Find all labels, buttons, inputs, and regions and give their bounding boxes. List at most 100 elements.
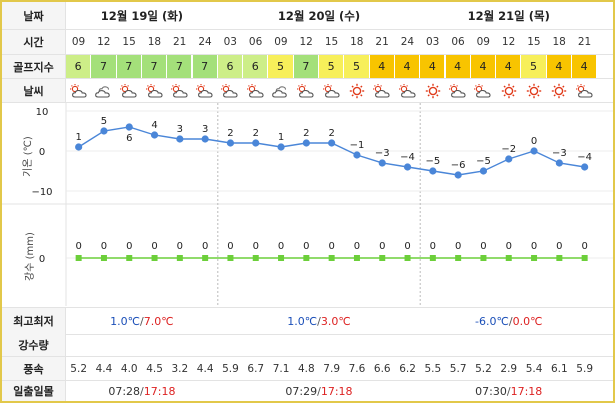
hour-cell: 24 (198, 36, 212, 48)
temp-point (100, 127, 108, 135)
rain-data-label: 0 (354, 241, 360, 252)
rain-ytick: 0 (39, 254, 45, 265)
rain-point (480, 255, 487, 261)
temp-data-label: 6 (126, 133, 132, 144)
golf-index-cell: 7 (192, 55, 218, 78)
golf-index-cell: 6 (66, 55, 92, 78)
rain-point (151, 255, 158, 261)
hour-cell: 09 (476, 36, 490, 48)
temp-point (150, 131, 159, 139)
rain-data-label: 0 (101, 241, 107, 252)
wind-speed-cell: 4.5 (146, 362, 163, 375)
sunrise-sunset-cell: 07:29/17:18 (218, 381, 420, 401)
temp-point (125, 123, 133, 131)
hour-cell: 21 (375, 36, 389, 48)
precip-row-label: 강수량 (2, 334, 66, 356)
cloudy-sun-icon (319, 79, 344, 102)
golf-row-label: 골프지수 (2, 55, 66, 78)
golf-index-cell: 5 (319, 55, 345, 78)
rain-axis-label: 강수 (mm) (24, 232, 36, 281)
max-temp: 3.0℃ (320, 314, 351, 328)
sunrise-sunset-cell: 07:30/17:18 (420, 381, 597, 401)
sun-icon (521, 79, 546, 102)
temp-data-label: 0 (531, 136, 537, 147)
wind-speed-cell: 4.4 (196, 362, 214, 375)
rain-data-label: 0 (531, 241, 537, 252)
golf-index-cell: 4 (369, 55, 395, 78)
hour-cell: 21 (173, 36, 187, 48)
wind-speed-cell: 6.7 (247, 362, 265, 375)
wind-speed-cell: 2.9 (500, 362, 518, 375)
golf-index-cell: 4 (496, 55, 522, 78)
min-temp: -6.0℃ (475, 314, 509, 328)
hour-cell: 15 (122, 36, 136, 48)
sun-icon (344, 79, 369, 102)
rain-data-label: 0 (506, 241, 512, 252)
cloudy-sun-icon (142, 79, 167, 102)
rain-point (75, 255, 82, 261)
temp-ytick: −10 (31, 187, 52, 198)
date-label: 12월 20일 (수) (277, 8, 361, 23)
rain-data-label: 0 (75, 241, 81, 252)
wind-cells: 5.2 4.4 4.0 4.5 3.2 4.4 5.9 6.7 7.1 4.8 7.9 7.6 6.6 6… (66, 357, 613, 380)
rain-data-label: 0 (177, 241, 183, 252)
golf-index-cell: 6 (243, 55, 269, 78)
sun-icon (547, 79, 572, 102)
rain-point (455, 255, 462, 261)
golf-index-cell: 7 (91, 55, 117, 78)
temp-data-label: −3 (375, 148, 390, 159)
wind-speed-cell: 4.4 (95, 362, 113, 375)
sun-icon (496, 79, 521, 102)
cloudy-sun-icon (572, 79, 597, 102)
cloudy-icon (268, 79, 293, 102)
temp-data-label: 2 (227, 128, 233, 139)
wind-speed-cell: 7.9 (323, 362, 340, 375)
wind-speed-cell: 6.6 (373, 362, 391, 375)
temp-ytick: 0 (39, 147, 45, 158)
wind-speed-cell: 5.4 (525, 362, 543, 375)
cloudy-sun-icon (471, 79, 496, 102)
wind-speed-cell: 5.9 (576, 362, 593, 375)
wind-speed-cell: 7.6 (348, 362, 366, 375)
hour-cell: 09 (274, 36, 288, 48)
temp-point (176, 135, 184, 143)
minmax-cell: 1.0℃/7.0℃ (66, 308, 218, 334)
rain-data-label: 0 (253, 241, 259, 252)
golf-index-cell: 5 (344, 55, 370, 78)
cloudy-sun-icon (294, 79, 319, 102)
rain-data-label: 0 (581, 241, 587, 252)
wind-speed-cell: 6.1 (550, 362, 568, 375)
wind-speed-cell: 5.9 (222, 362, 239, 375)
golf-index-cell: 5 (521, 55, 547, 78)
time-row-label: 시간 (2, 30, 66, 54)
rain-data-label: 0 (379, 241, 385, 252)
wind-speed-cell: 6.2 (399, 362, 416, 375)
cloudy-sun-icon (243, 79, 268, 102)
sunset-time: 17:18 (320, 384, 353, 398)
charts-svg: 10 0 −10 1 5 6 4 3 3 2 2 1 2 2 −1 −3 −4 −5 −6 −5 −2 0 −3 −4 0 0 0 0… (2, 103, 613, 306)
cloudy-sun-icon (218, 79, 243, 102)
wind-speed-cell: 3.2 (171, 362, 189, 375)
sun-separator: / (317, 384, 321, 398)
temp-point (226, 139, 235, 147)
golf-index-cell: 6 (217, 55, 244, 78)
rain-point (126, 255, 133, 261)
golf-index-cell: 4 (445, 55, 471, 78)
precip-cells (66, 334, 613, 356)
wind-speed-cell: 5.2 (475, 362, 492, 375)
min-temp: 1.0℃ (110, 314, 141, 328)
temp-point (581, 163, 589, 171)
minmax-separator: / (317, 314, 321, 328)
cloudy-sun-icon (117, 79, 142, 102)
rain-data-label: 0 (328, 241, 334, 252)
hour-cell: 18 (147, 36, 162, 48)
weather-row-label: 날씨 (2, 79, 66, 102)
rain-data-label: 0 (202, 241, 208, 252)
minmax-row: 최고최저 1.0℃/7.0℃ 1.0℃/3.0℃ -6.0℃/0.0℃ (2, 307, 613, 335)
hour-cell: 03 (223, 36, 237, 48)
cloudy-sun-icon (193, 79, 218, 102)
rain-point (531, 255, 538, 261)
